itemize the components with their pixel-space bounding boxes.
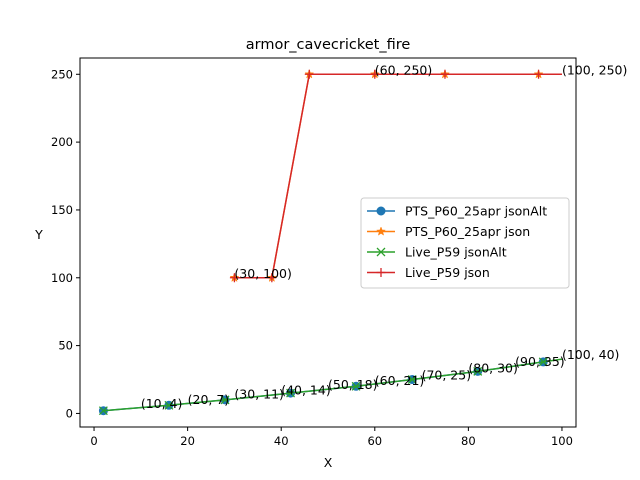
data-label: (100, 40) (562, 347, 619, 362)
y-tick-label: 50 (58, 339, 73, 353)
legend-label: Live_P59 json (405, 265, 490, 280)
x-axis: 0 20 40 60 80 100 (90, 427, 573, 448)
y-axis-label: Y (34, 227, 43, 242)
annotation-layer: (10, 4) (20, 7) (30, 11)(40, 14)(50, 18)(6… (141, 62, 628, 411)
series-3 (229, 69, 562, 283)
legend-marker (376, 247, 386, 257)
x-tick-label: 40 (274, 434, 289, 448)
data-point (407, 375, 417, 384)
data-point (534, 69, 544, 79)
x-axis-label: X (324, 455, 333, 470)
x-tick-label: 20 (180, 434, 195, 448)
x-tick-label: 80 (461, 434, 476, 448)
x-tick-label: 0 (90, 434, 97, 448)
data-point (538, 357, 548, 367)
y-tick-label: 250 (51, 67, 73, 81)
data-point (164, 400, 174, 410)
y-axis: 0 50 100 150 200 250 (51, 67, 80, 420)
data-label: (10, 4) (141, 396, 183, 411)
y-tick-label: 150 (51, 203, 73, 217)
legend-marker (376, 268, 386, 277)
plot-border (79, 57, 577, 428)
series-layer (98, 69, 563, 416)
data-point (473, 366, 483, 376)
legend-box (360, 197, 570, 289)
data-label: (70, 25) (422, 368, 472, 383)
y-tick-label: 200 (51, 135, 73, 149)
y-tick-label: 0 (66, 406, 73, 420)
data-label: (40, 14) (281, 382, 331, 397)
data-label: (60, 250) (375, 62, 432, 77)
legend-label: PTS_P60_25apr jsonAlt (405, 204, 547, 219)
x-tick-label: 100 (551, 434, 573, 448)
chart-title: armor_cavecricket_fire (246, 37, 411, 53)
legend: PTS_P60_25apr jsonAlt PTS_P60_25apr json L… (360, 197, 570, 289)
data-label: (30, 11) (234, 387, 284, 402)
data-point (440, 69, 450, 79)
data-point (229, 273, 239, 283)
legend-marker (376, 206, 386, 216)
data-label: (30, 100) (234, 266, 291, 281)
legend-label: PTS_P60_25apr json (405, 224, 530, 239)
data-point (286, 388, 296, 398)
data-point (351, 381, 361, 391)
x-tick-label: 60 (367, 434, 382, 448)
legend-label: Live_P59 jsonAlt (405, 245, 507, 260)
data-point (370, 69, 380, 79)
series-2 (98, 357, 563, 416)
data-label: (60, 21) (375, 373, 425, 388)
data-label: (80, 30) (468, 361, 518, 376)
legend-marker (376, 226, 386, 236)
data-label: (20, 7) (188, 392, 230, 407)
data-label: (50, 18) (328, 377, 378, 392)
data-label: (90, 35) (515, 354, 565, 369)
y-tick-label: 100 (51, 271, 73, 285)
data-label: (100, 250) (562, 62, 627, 77)
data-point (220, 395, 230, 405)
data-point (304, 69, 314, 79)
data-point (267, 273, 277, 283)
data-point (98, 406, 108, 416)
